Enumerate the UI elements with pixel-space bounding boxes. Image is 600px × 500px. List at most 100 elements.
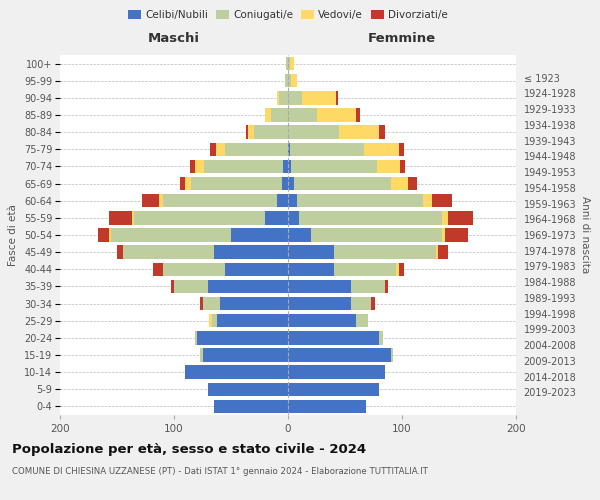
Bar <box>288 382 379 396</box>
Bar <box>254 126 288 139</box>
Text: Maschi: Maschi <box>148 32 200 44</box>
Bar <box>442 228 445 241</box>
Bar <box>350 280 385 293</box>
Bar <box>442 211 448 224</box>
Bar <box>290 57 294 70</box>
Bar <box>398 262 404 276</box>
Bar <box>379 331 383 344</box>
Bar <box>194 331 197 344</box>
Bar <box>431 194 452 207</box>
Bar <box>191 177 283 190</box>
Bar <box>220 297 288 310</box>
Bar <box>283 160 288 173</box>
Bar <box>288 108 317 122</box>
Bar <box>288 177 294 190</box>
Bar <box>288 280 350 293</box>
Bar <box>311 228 442 241</box>
Bar <box>200 348 203 362</box>
Bar <box>288 314 356 328</box>
Bar <box>317 108 356 122</box>
Bar <box>216 142 226 156</box>
Bar <box>284 74 288 88</box>
Bar <box>288 400 365 413</box>
Bar <box>302 91 336 104</box>
Bar <box>391 348 393 362</box>
Y-axis label: Fasce di età: Fasce di età <box>8 204 19 266</box>
Bar <box>288 246 334 259</box>
Bar <box>134 211 265 224</box>
Bar <box>288 228 311 241</box>
Bar <box>336 91 338 104</box>
Bar <box>109 228 111 241</box>
Bar <box>334 262 397 276</box>
Y-axis label: Anni di nascita: Anni di nascita <box>580 196 590 274</box>
Bar <box>217 314 288 328</box>
Bar <box>159 194 163 207</box>
Bar <box>203 348 288 362</box>
Bar <box>286 57 288 70</box>
Bar <box>350 297 371 310</box>
Bar <box>292 160 377 173</box>
Bar <box>448 211 473 224</box>
Bar <box>212 314 217 328</box>
Bar <box>214 246 288 259</box>
Bar <box>271 108 288 122</box>
Bar <box>379 126 385 139</box>
Bar <box>288 331 379 344</box>
Bar <box>111 228 231 241</box>
Bar <box>288 366 385 379</box>
Bar <box>185 366 288 379</box>
Bar <box>122 246 214 259</box>
Bar <box>200 297 203 310</box>
Bar <box>292 74 297 88</box>
Bar <box>265 108 271 122</box>
Bar <box>436 246 439 259</box>
Bar <box>194 160 203 173</box>
Bar <box>180 177 185 190</box>
Bar <box>208 280 288 293</box>
Bar <box>371 297 374 310</box>
Bar <box>288 160 292 173</box>
Bar <box>277 91 279 104</box>
Bar <box>408 177 417 190</box>
Bar <box>98 228 109 241</box>
Bar <box>288 57 290 70</box>
Bar <box>231 228 288 241</box>
Bar <box>288 91 302 104</box>
Bar <box>209 314 212 328</box>
Bar <box>248 126 254 139</box>
Bar <box>288 194 297 207</box>
Bar <box>132 211 134 224</box>
Bar <box>356 314 368 328</box>
Bar <box>391 177 408 190</box>
Bar <box>398 142 404 156</box>
Bar <box>297 194 422 207</box>
Bar <box>288 262 334 276</box>
Bar <box>185 177 191 190</box>
Bar <box>277 194 288 207</box>
Bar <box>439 246 448 259</box>
Bar <box>288 211 299 224</box>
Bar <box>265 211 288 224</box>
Bar <box>294 177 391 190</box>
Bar <box>203 160 283 173</box>
Bar <box>288 297 350 310</box>
Bar <box>340 126 379 139</box>
Bar <box>377 160 400 173</box>
Bar <box>288 126 340 139</box>
Text: COMUNE DI CHIESINA UZZANESE (PT) - Dati ISTAT 1° gennaio 2024 - Elaborazione TUT: COMUNE DI CHIESINA UZZANESE (PT) - Dati … <box>12 468 428 476</box>
Text: Popolazione per età, sesso e stato civile - 2024: Popolazione per età, sesso e stato civil… <box>12 442 366 456</box>
Bar <box>246 126 248 139</box>
Bar <box>203 297 220 310</box>
Bar <box>154 262 163 276</box>
Bar <box>283 177 288 190</box>
Bar <box>288 142 290 156</box>
Bar <box>279 91 288 104</box>
Bar <box>190 160 194 173</box>
Bar <box>385 280 388 293</box>
Legend: Celibi/Nubili, Coniugati/e, Vedovi/e, Divorziati/e: Celibi/Nubili, Coniugati/e, Vedovi/e, Di… <box>127 8 449 22</box>
Bar <box>226 142 288 156</box>
Bar <box>299 211 442 224</box>
Bar <box>174 280 208 293</box>
Bar <box>197 331 288 344</box>
